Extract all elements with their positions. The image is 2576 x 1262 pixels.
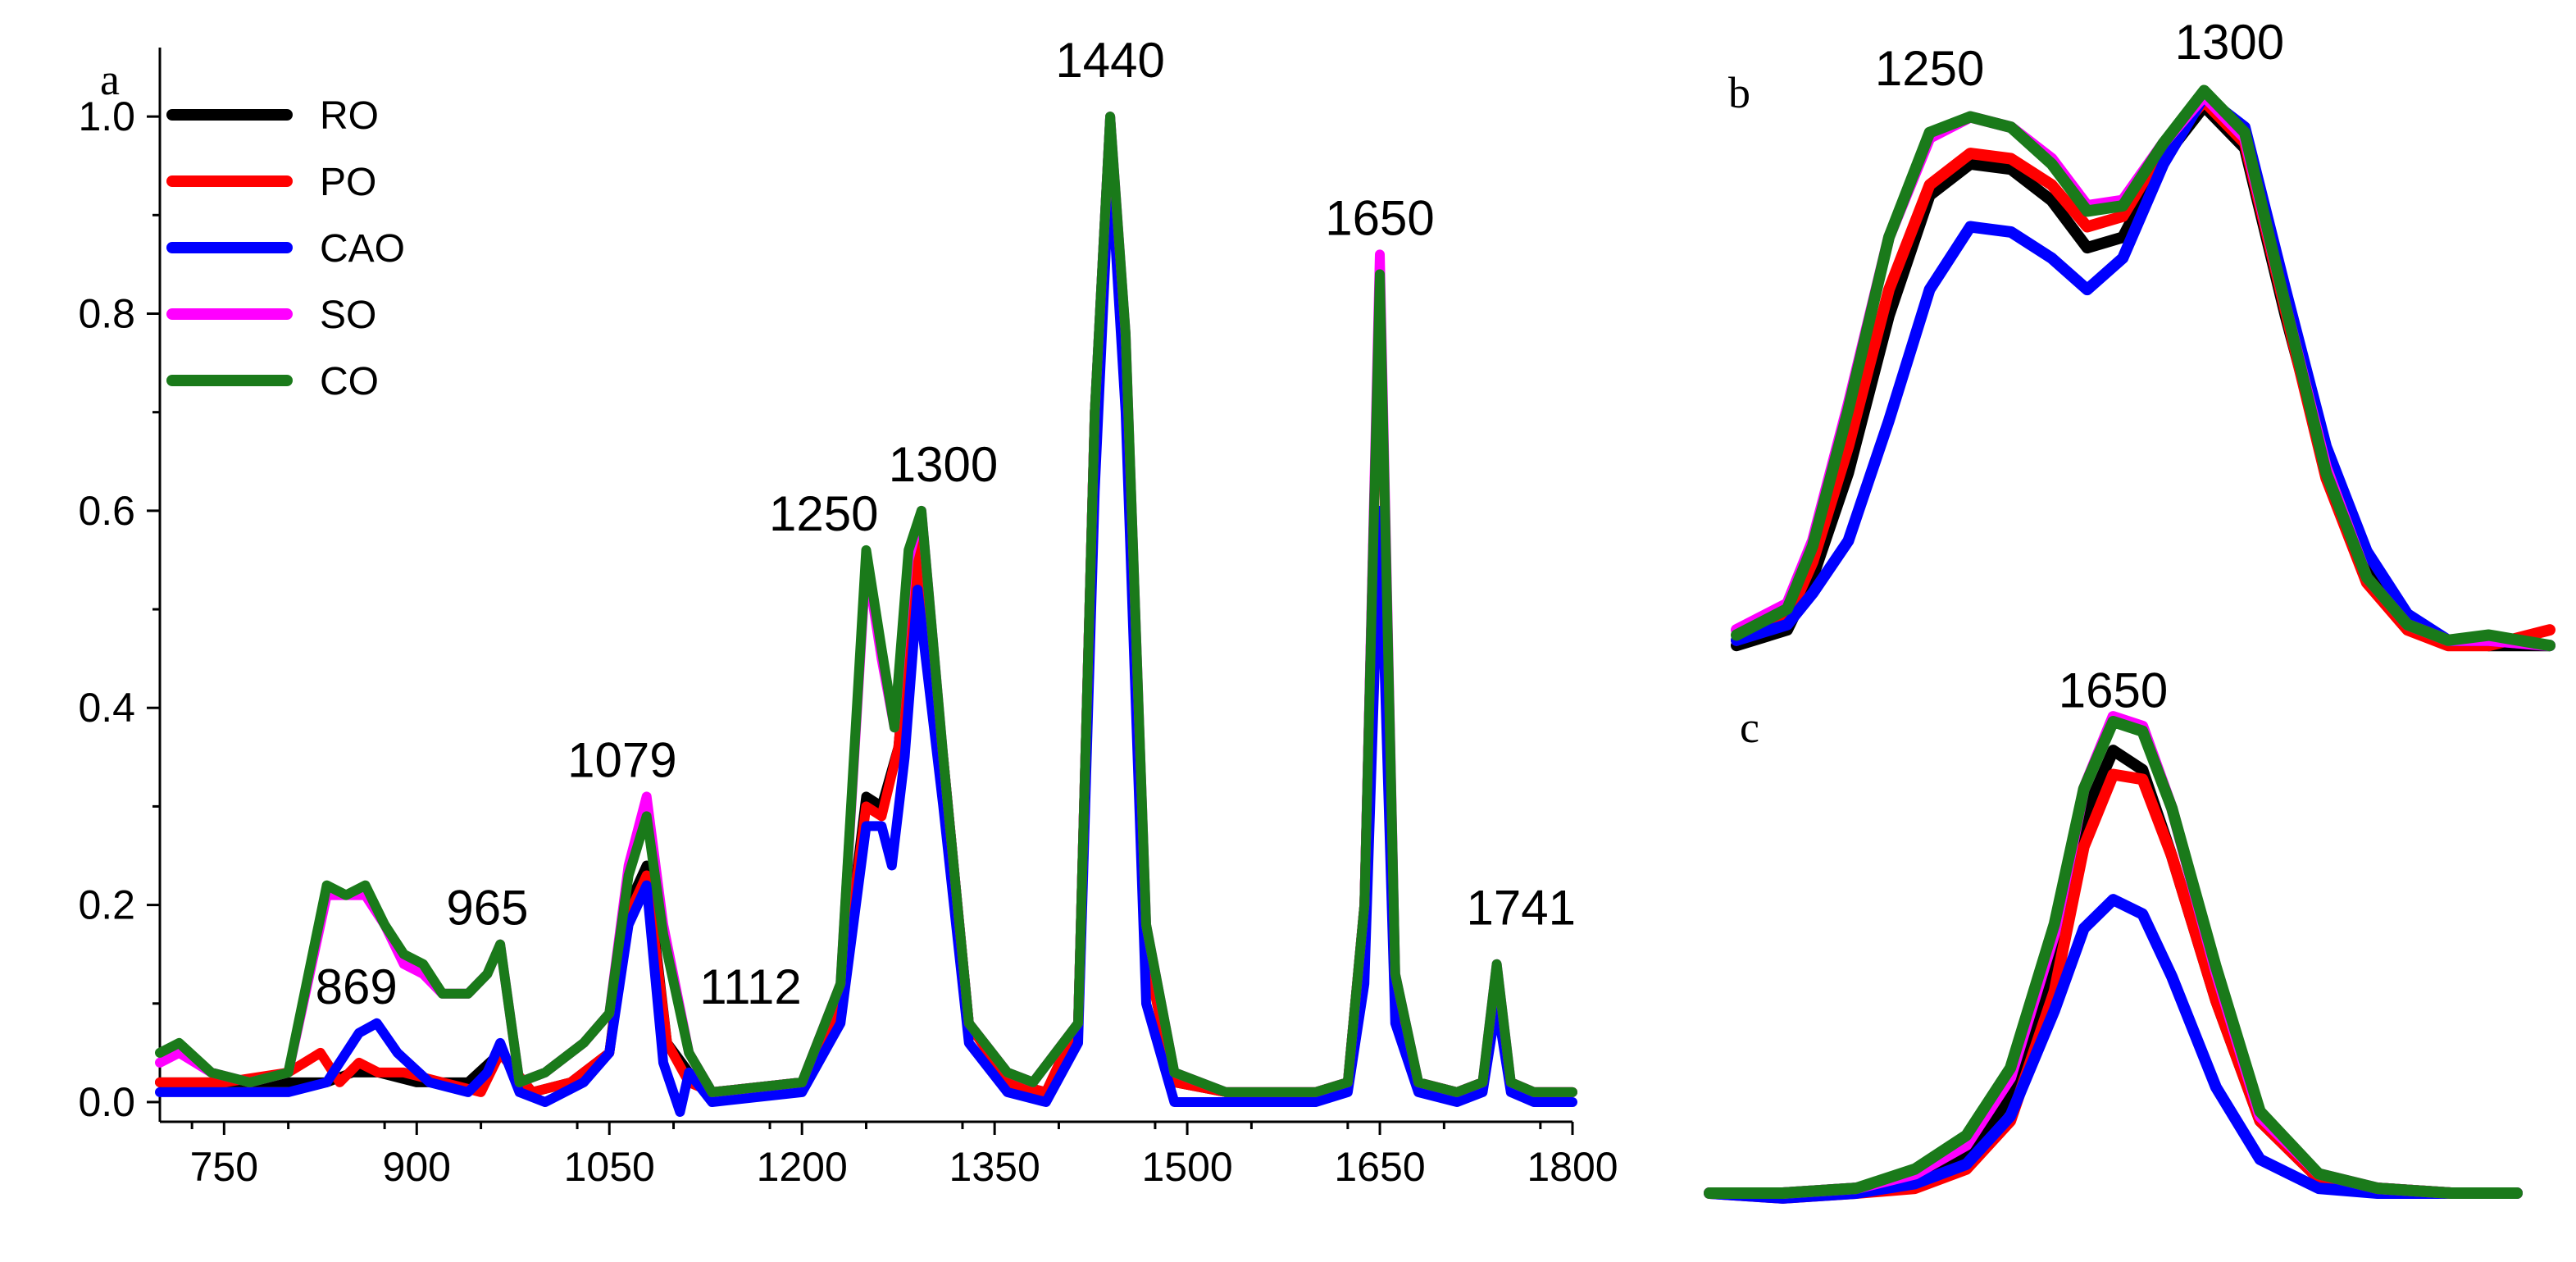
x-tick-label: 1350 <box>949 1144 1040 1190</box>
panel-a-peak-label-1112: 1112 <box>699 959 802 1014</box>
panel-b-peak-label-1300: 1300 <box>2175 15 2284 70</box>
panel-b-peak-labels: 1250 1300 <box>1875 15 2284 96</box>
panel-b-series <box>1731 84 2556 652</box>
panel-b-letter: b <box>1728 68 1750 117</box>
panel-a-letter: a <box>100 55 120 104</box>
panel-b-series-cao <box>1731 89 2556 652</box>
panel-a-peak-label-1741: 1741 <box>1467 881 1576 936</box>
x-tick-label: 1200 <box>757 1144 848 1190</box>
x-tick-label: 1650 <box>1334 1144 1425 1190</box>
panel-a-peak-label-965: 965 <box>446 881 528 936</box>
y-tick-label: 0.6 <box>78 488 135 534</box>
legend-label-ro: RO <box>320 94 379 138</box>
panel-c-letter: c <box>1740 703 1759 752</box>
panel-a-peak-label-1079: 1079 <box>567 732 676 787</box>
panel-a-series-co <box>155 112 1577 1097</box>
y-tick-label: 0.2 <box>78 882 135 928</box>
y-tick-label: 0.0 <box>78 1079 135 1125</box>
panel-c-series-cao <box>1704 894 2523 1204</box>
y-tick-label: 0.4 <box>78 685 135 731</box>
x-tick-label: 1800 <box>1527 1144 1618 1190</box>
legend-label-cao: CAO <box>320 227 405 271</box>
panel-c-peak-label-1650: 1650 <box>2059 663 2168 718</box>
x-tick-label: 1500 <box>1141 1144 1232 1190</box>
legend-label-co: CO <box>320 360 379 403</box>
panel-c-series <box>1704 711 2523 1204</box>
panel-a-peak-label-1440: 1440 <box>1055 33 1164 88</box>
legend: RO PO CAO SO CO <box>166 94 405 403</box>
legend-label-po: PO <box>320 161 376 204</box>
y-tick-label: 1.0 <box>78 93 135 139</box>
panel-c-series-co <box>1704 716 2523 1199</box>
x-tick-label: 1050 <box>564 1144 655 1190</box>
y-tick-label: 0.8 <box>78 290 135 336</box>
x-tick-label: 900 <box>383 1144 451 1190</box>
panel-a-axes: 0.0 0.2 0.4 0.6 0.8 1.0 750 900 1050 1200 1350 1500… <box>78 48 1618 1190</box>
legend-label-so: SO <box>320 294 376 337</box>
panel-a-peak-label-1300: 1300 <box>889 437 998 492</box>
panel-a-series <box>155 112 1577 1117</box>
panel-a-peak-label-1250: 1250 <box>769 486 878 541</box>
panel-b-peak-label-1250: 1250 <box>1875 41 1984 96</box>
panel-a-peak-label-1650: 1650 <box>1325 190 1434 245</box>
panel-a-peak-label-869: 869 <box>316 959 398 1014</box>
panel-b-series-co <box>1731 84 2556 652</box>
panel-c-inset: c 1650 <box>1704 663 2523 1204</box>
panel-c-peak-labels: 1650 <box>2059 663 2168 718</box>
panel-a-plot: a 0.0 0.2 0.4 0.6 0.8 1.0 750 900 1050 1200 1350 15… <box>78 33 1618 1190</box>
x-tick-label: 750 <box>190 1144 258 1190</box>
panel-b-inset: b 1250 1300 <box>1728 15 2556 652</box>
